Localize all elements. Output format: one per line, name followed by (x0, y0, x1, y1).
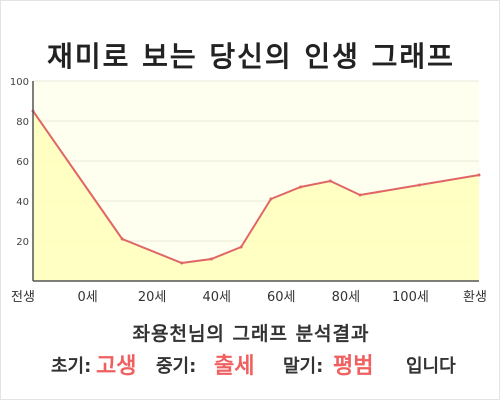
y-tick-label: 40 (16, 197, 29, 208)
late-stage-label: 말기: (283, 356, 324, 377)
early-stage-value: 고생 (96, 354, 137, 379)
y-tick-label: 80 (16, 117, 29, 128)
data-point (239, 245, 243, 249)
data-point (209, 257, 213, 261)
x-tick-label: 40세 (202, 290, 231, 305)
y-tick-label: 60 (16, 157, 29, 168)
y-tick-label: 100 (10, 77, 29, 88)
result-suffix: 입니다 (406, 356, 456, 377)
data-point (418, 183, 422, 187)
x-tick-label: 0세 (77, 290, 97, 305)
data-point (358, 193, 362, 197)
data-point (120, 237, 124, 241)
mid-stage-label: 중기: (156, 356, 197, 377)
y-tick-label: 20 (16, 237, 29, 248)
data-point (328, 179, 332, 183)
page-title: 재미로 보는 당신의 인생 그래프 (47, 40, 455, 73)
x-tick-labels: 전생 0세 20세 40세 60세 80세 100세 환생 (11, 290, 487, 305)
y-tick-labels: 20 40 60 80 100 (10, 77, 29, 248)
x-tick-label: 100세 (392, 290, 429, 305)
x-tick-label: 80세 (332, 290, 361, 305)
late-stage-value: 평범 (333, 354, 374, 379)
x-tick-label: 20세 (138, 290, 167, 305)
data-point (477, 173, 481, 177)
x-tick-label: 전생 (11, 290, 35, 305)
data-point (180, 261, 184, 265)
early-stage-label: 초기: (51, 356, 92, 377)
axes (32, 81, 479, 282)
data-point (269, 197, 273, 201)
life-area-fill (33, 111, 479, 281)
x-tick-label: 60세 (267, 290, 296, 305)
x-tick-label: 환생 (463, 290, 487, 305)
analysis-heading: 좌용천님의 그래프 분석결과 (132, 323, 370, 345)
data-point (299, 185, 303, 189)
mid-stage-value: 출세 (214, 354, 255, 379)
analysis-result: 초기: 고생 중기: 출세 말기: 평범 입니다 (1, 349, 500, 385)
life-graph-chart: 20 40 60 80 100 전생 0세 20세 40세 60세 80세 100세 환생 (10, 77, 487, 305)
